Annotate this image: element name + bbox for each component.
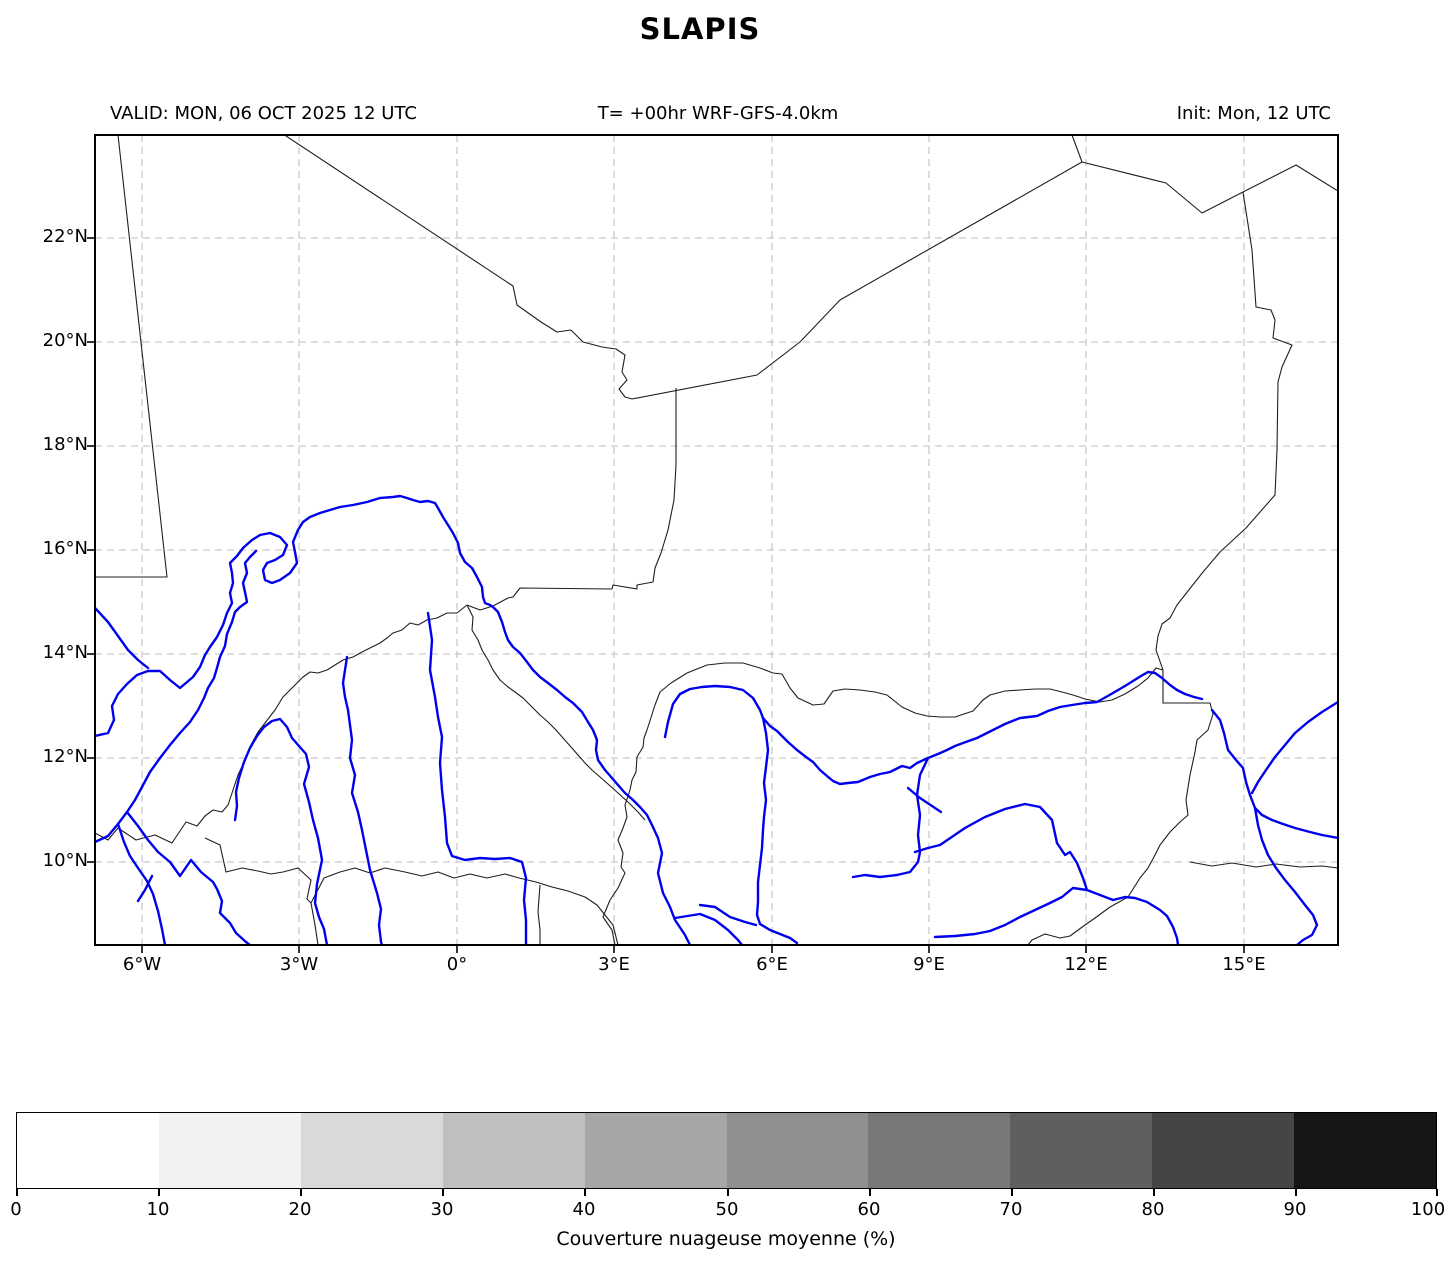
y-tick-label-10n: 10°N — [42, 850, 88, 871]
colorbar-axis-label: Couverture nuageuse moyenne (%) — [556, 1228, 896, 1250]
colorbar-tick — [16, 1189, 18, 1196]
colorbar-tick-label-40: 40 — [572, 1199, 596, 1220]
graticule — [95, 135, 1338, 945]
colorbar-segment-90-100 — [1294, 1113, 1437, 1188]
colorbar-tick-label-80: 80 — [1141, 1199, 1165, 1220]
map-frame — [87, 134, 1339, 953]
x-tick-label-3w: 3°W — [279, 954, 319, 975]
colorbar-tick — [1436, 1189, 1438, 1196]
y-tick-label-20n: 20°N — [42, 330, 88, 351]
colorbar-tick — [300, 1189, 302, 1196]
colorbar-segment-50-60 — [726, 1113, 869, 1188]
country-borders — [95, 135, 1338, 945]
colorbar-tick — [727, 1189, 729, 1196]
colorbar-tick-label-10: 10 — [146, 1199, 170, 1220]
rivers — [95, 494, 1338, 945]
colorbar-segment-40-50 — [584, 1113, 727, 1188]
colorbar-tick — [869, 1189, 871, 1196]
x-tick-label-6w: 6°W — [122, 954, 162, 975]
colorbar-tick-label-90: 90 — [1283, 1199, 1307, 1220]
colorbar-tick — [158, 1189, 160, 1196]
colorbar-tick — [1295, 1189, 1297, 1196]
colorbar-tick-label-0: 0 — [10, 1199, 22, 1220]
colorbar-tick — [442, 1189, 444, 1196]
y-tick-label-12n: 12°N — [42, 746, 88, 767]
x-tick-label-9e: 9°E — [913, 954, 945, 975]
y-tick-label-22n: 22°N — [42, 226, 88, 247]
colorbar-segment-20-30 — [300, 1113, 443, 1188]
colorbar-tick-label-50: 50 — [715, 1199, 739, 1220]
x-tick-label-15e: 15°E — [1222, 954, 1266, 975]
colorbar-tick-label-60: 60 — [857, 1199, 881, 1220]
header-init-time: Init: Mon, 12 UTC — [1176, 103, 1331, 124]
colorbar-segment-30-40 — [442, 1113, 585, 1188]
colorbar-segment-10-20 — [158, 1113, 301, 1188]
x-tick-label-3e: 3°E — [598, 954, 630, 975]
colorbar-segment-80-90 — [1152, 1113, 1295, 1188]
colorbar-tick — [584, 1189, 586, 1196]
colorbar-segment-70-80 — [1010, 1113, 1153, 1188]
colorbar-tick-label-30: 30 — [430, 1199, 454, 1220]
colorbar-segment-0-10 — [17, 1113, 159, 1188]
header-valid-time: VALID: MON, 06 OCT 2025 12 UTC — [110, 103, 417, 124]
map-canvas — [87, 134, 1339, 953]
colorbar-segment-60-70 — [868, 1113, 1011, 1188]
x-tick-label-6e: 6°E — [756, 954, 788, 975]
colorbar-tick-label-100: 100 — [1410, 1199, 1446, 1220]
colorbar — [16, 1112, 1437, 1189]
colorbar-tick-label-20: 20 — [288, 1199, 312, 1220]
y-tick-label-14n: 14°N — [42, 642, 88, 663]
colorbar-tick — [1153, 1189, 1155, 1196]
y-tick-label-18n: 18°N — [42, 434, 88, 455]
x-tick-label-0: 0° — [446, 954, 468, 975]
y-tick-label-16n: 16°N — [42, 538, 88, 559]
colorbar-tick-label-70: 70 — [999, 1199, 1023, 1220]
colorbar-tick — [1011, 1189, 1013, 1196]
header-forecast-model: T= +00hr WRF-GFS-4.0km — [597, 103, 839, 124]
page-title: SLAPIS — [639, 12, 761, 46]
x-tick-label-12e: 12°E — [1064, 954, 1108, 975]
